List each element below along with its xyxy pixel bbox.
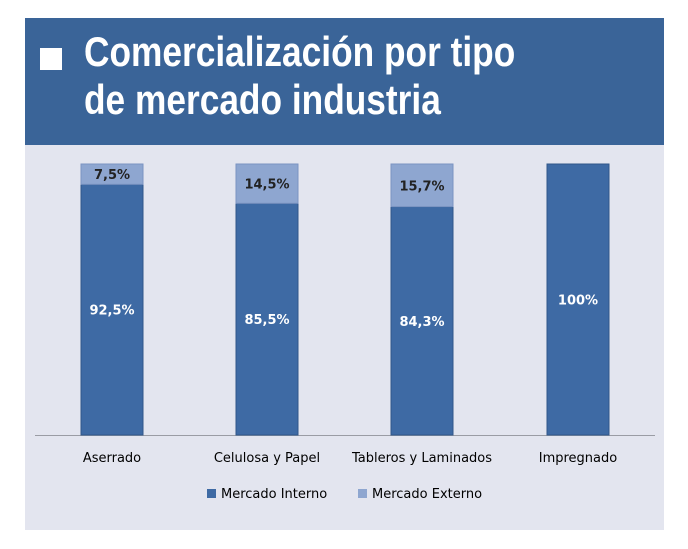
data-label-mercado-externo: 15,7% [399,179,444,194]
bar-mercado-interno [235,202,299,436]
bar-mercado-externo [80,163,144,185]
square-bullet-icon [40,48,62,70]
x-tick-label: Impregnado [539,451,618,466]
x-tick-label: Aserrado [83,451,141,466]
data-label-mercado-interno: 92,5% [89,304,134,319]
legend-item-mercado-interno: Mercado Interno [221,487,327,502]
bar-mercado-externo [235,163,299,204]
data-label-mercado-externo: 14,5% [244,178,289,193]
data-label-mercado-interno: 84,3% [399,315,444,330]
data-label-mercado-interno: 85,5% [244,313,289,328]
legend-item-mercado-interno-swatch [207,489,216,498]
x-tick-label: Celulosa y Papel [214,451,320,466]
data-label-mercado-interno: 100% [558,294,598,309]
page-title: Comercialización por tipo de mercado ind… [84,28,516,123]
bar-mercado-interno [390,206,454,436]
legend-item-mercado-externo: Mercado Externo [372,487,482,502]
legend-item-mercado-externo-swatch [358,489,367,498]
bar-mercado-interno [80,183,144,436]
data-label-mercado-externo: 7,5% [94,168,130,183]
x-tick-label: Tableros y Laminados [351,451,492,466]
title-banner [25,18,664,145]
bar-mercado-interno [546,163,610,436]
bar-mercado-externo [390,163,454,208]
